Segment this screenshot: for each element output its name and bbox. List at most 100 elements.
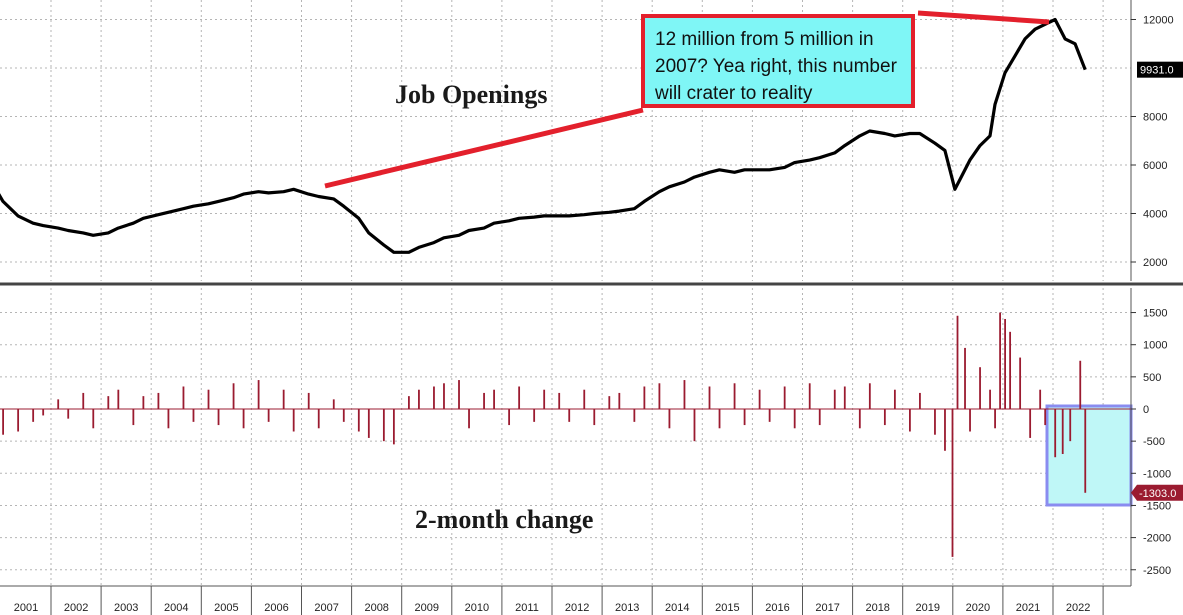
x-tick-label: 2008 [364, 602, 388, 614]
x-tick-label: 2014 [665, 602, 689, 614]
change-bar [999, 312, 1001, 409]
upper-last-value: 9931.0 [1140, 65, 1174, 77]
change-bar [1084, 409, 1087, 493]
change-bar [182, 386, 185, 409]
change-bar [533, 409, 536, 422]
change-bar [1039, 389, 1042, 409]
change-bar [257, 380, 260, 409]
change-bar [433, 386, 435, 409]
x-tick-label: 2020 [966, 602, 990, 614]
change-bar [868, 383, 871, 409]
change-bar [418, 389, 420, 409]
change-bar [994, 409, 996, 429]
change-bar [909, 409, 911, 432]
change-bar [1019, 357, 1022, 409]
change-bar [783, 386, 786, 409]
change-bar [117, 389, 120, 409]
change-bar [292, 409, 295, 432]
change-bar [718, 409, 721, 429]
change-bar [518, 386, 521, 409]
change-bar [132, 409, 135, 426]
change-bar [57, 399, 60, 409]
change-bar [332, 399, 335, 409]
change-bar [558, 392, 561, 409]
change-bar [1044, 409, 1047, 426]
x-axis: 2001 2002 2003 2004 2005 2006 2007 2008 2009 2010… [0, 585, 1131, 615]
job-openings-line [0, 17, 1087, 254]
change-bar [1054, 409, 1057, 458]
change-bar [883, 409, 886, 426]
change-bar [1069, 409, 1072, 442]
annotation-text: 12 million from 5 million in 2007? Yea r… [655, 29, 897, 104]
lower-last-value-bg [1131, 484, 1183, 501]
change-bar [658, 383, 661, 409]
change-bar [232, 383, 235, 409]
x-tick-label: 2013 [615, 602, 639, 614]
change-bar [793, 409, 796, 429]
change-bar [583, 389, 586, 409]
x-tick-label: 2006 [264, 602, 288, 614]
change-bar [493, 389, 495, 409]
change-bar [2, 409, 4, 435]
x-tick-label: 2009 [415, 602, 439, 614]
change-bar [192, 409, 195, 422]
upper-y-tick-label: 6000 [1143, 160, 1167, 172]
change-bar [969, 409, 971, 432]
change-bar [282, 389, 285, 409]
change-bar [483, 392, 485, 409]
change-bar [964, 347, 966, 409]
x-tick-label: 2004 [164, 602, 188, 614]
x-tick-label: 2016 [765, 602, 789, 614]
change-bar [818, 409, 821, 426]
change-bar [979, 367, 981, 409]
pointer-line-peak [917, 10, 1050, 25]
change-bar [392, 409, 395, 445]
x-tick-label: 2007 [314, 602, 338, 614]
change-bar [919, 392, 921, 409]
change-bar [833, 389, 836, 409]
change-bar [1009, 331, 1012, 409]
x-tick-label: 2022 [1066, 602, 1090, 614]
upper-panel-title: Job Openings [395, 80, 547, 109]
change-bar [408, 396, 410, 409]
lower-y-tick-label: 500 [1143, 372, 1161, 384]
change-bar [342, 409, 345, 422]
change-bar [934, 409, 936, 435]
upper-y-tick-label: 2000 [1143, 257, 1167, 269]
change-bar [668, 409, 671, 429]
change-bar [768, 409, 771, 422]
change-bar [733, 383, 736, 409]
change-bar [207, 389, 210, 409]
x-tick-label: 2005 [214, 602, 238, 614]
change-bar [382, 409, 385, 442]
lower-y-tick-label: -500 [1143, 436, 1165, 448]
change-bar [633, 409, 636, 422]
pointer-line-2007 [324, 107, 644, 189]
change-bar [944, 409, 946, 451]
lower-y-tick-label: 0 [1143, 404, 1149, 416]
upper-last-value-bg [1137, 61, 1183, 78]
change-bar [1079, 360, 1082, 409]
upper-last-value-badge: 9931.0 [1137, 61, 1183, 78]
change-bar [543, 389, 546, 409]
x-tick-label: 2021 [1016, 602, 1040, 614]
change-bar [608, 396, 611, 409]
change-bar [458, 380, 460, 409]
lower-last-value-badge: -1303.0 [1131, 484, 1183, 501]
upper-y-tick-label: 12000 [1143, 15, 1174, 27]
x-tick-label: 2015 [715, 602, 739, 614]
x-tick-label: 2017 [815, 602, 839, 614]
change-bars [2, 312, 1087, 557]
x-tick-label: 2019 [916, 602, 940, 614]
lower-y-tick-label: 1000 [1143, 340, 1167, 352]
change-bar [142, 396, 145, 409]
change-bar [317, 409, 320, 429]
change-bar [758, 389, 761, 409]
change-bar [17, 409, 20, 432]
change-bar [1029, 409, 1032, 438]
x-tick-label: 2001 [14, 602, 38, 614]
change-bar [683, 380, 686, 409]
change-bar [593, 409, 596, 426]
change-bar [367, 409, 370, 438]
